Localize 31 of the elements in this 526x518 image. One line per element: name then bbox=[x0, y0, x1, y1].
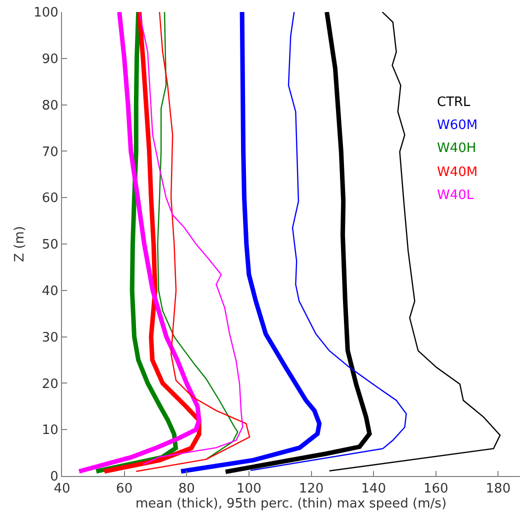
text: W40H bbox=[437, 141, 476, 156]
line-series bbox=[250, 12, 407, 472]
line-series bbox=[76, 12, 202, 474]
y-tick-label: 50 bbox=[42, 238, 58, 253]
line-series bbox=[328, 12, 501, 472]
y-tick-label: 20 bbox=[42, 376, 58, 392]
x-tick-label: 80 bbox=[178, 482, 195, 497]
y-tick-label: 30 bbox=[42, 330, 58, 346]
x-tick-label: 160 bbox=[423, 482, 448, 497]
y-axis-title: Z (m) bbox=[12, 226, 28, 262]
y-tick-label: 10 bbox=[42, 423, 58, 438]
text: W40L bbox=[437, 188, 474, 203]
y-tick-label: 40 bbox=[42, 284, 58, 299]
y-tick-label: 60 bbox=[42, 191, 58, 206]
line-series bbox=[178, 12, 322, 474]
x-axis-title: mean (thick), 95th perc. (thin) max speed (m/s) bbox=[135, 496, 447, 512]
y-tick-label: 100 bbox=[34, 6, 58, 21]
text: W40M bbox=[437, 165, 478, 180]
text: W60M bbox=[437, 118, 478, 133]
x-tick-label: 140 bbox=[361, 482, 386, 497]
x-tick-label: 60 bbox=[116, 482, 133, 497]
x-tick-label: 100 bbox=[236, 482, 262, 497]
y-tick-label: 90 bbox=[42, 52, 58, 67]
y-tick-label: 80 bbox=[42, 98, 58, 114]
line-series bbox=[102, 12, 202, 474]
x-tick-label: 120 bbox=[298, 482, 324, 497]
line-series bbox=[157, 12, 238, 460]
x-tick-label: 180 bbox=[486, 482, 511, 497]
line-series bbox=[223, 12, 372, 474]
y-tick-label: 70 bbox=[42, 144, 58, 160]
text: CTRL bbox=[437, 95, 472, 110]
